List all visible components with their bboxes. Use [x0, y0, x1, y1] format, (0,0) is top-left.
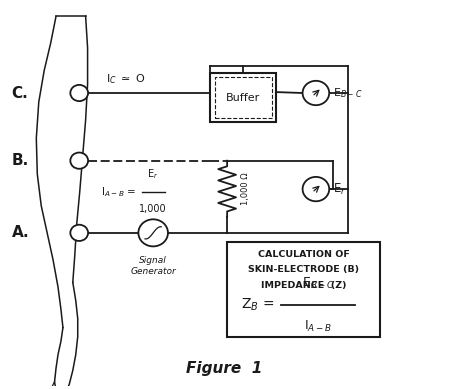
Text: SKIN-ELECTRODE (B): SKIN-ELECTRODE (B): [248, 265, 359, 274]
Text: A.: A.: [12, 225, 29, 240]
Circle shape: [138, 219, 168, 246]
Circle shape: [70, 152, 88, 169]
Text: I$_C$ $\simeq$ O: I$_C$ $\simeq$ O: [106, 72, 146, 86]
Text: Buffer: Buffer: [226, 93, 260, 103]
Text: C.: C.: [12, 86, 28, 100]
Circle shape: [302, 177, 329, 201]
Circle shape: [302, 81, 329, 105]
Text: E$_r$: E$_r$: [333, 182, 346, 196]
Text: CALCULATION OF: CALCULATION OF: [258, 250, 349, 259]
Text: I$_{A-B}$ =: I$_{A-B}$ =: [101, 185, 137, 199]
Text: Z$_B$ =: Z$_B$ =: [241, 297, 274, 313]
Text: E$_{B-C}$: E$_{B-C}$: [333, 86, 363, 100]
Text: 1,000: 1,000: [139, 203, 167, 214]
Text: E$_r$: E$_r$: [147, 167, 159, 181]
Circle shape: [70, 85, 88, 101]
Text: Figure  1: Figure 1: [186, 361, 263, 377]
Text: B.: B.: [12, 153, 29, 168]
FancyBboxPatch shape: [227, 242, 380, 336]
Text: 1,000 Ω: 1,000 Ω: [241, 173, 250, 205]
Text: E$_{B-C}$: E$_{B-C}$: [302, 277, 335, 291]
Text: I$_{A-B}$: I$_{A-B}$: [304, 319, 332, 334]
Text: IMPEDANCE  (Z): IMPEDANCE (Z): [261, 280, 346, 290]
Circle shape: [70, 225, 88, 241]
Text: Signal
Generator: Signal Generator: [130, 256, 176, 276]
FancyBboxPatch shape: [210, 73, 276, 122]
